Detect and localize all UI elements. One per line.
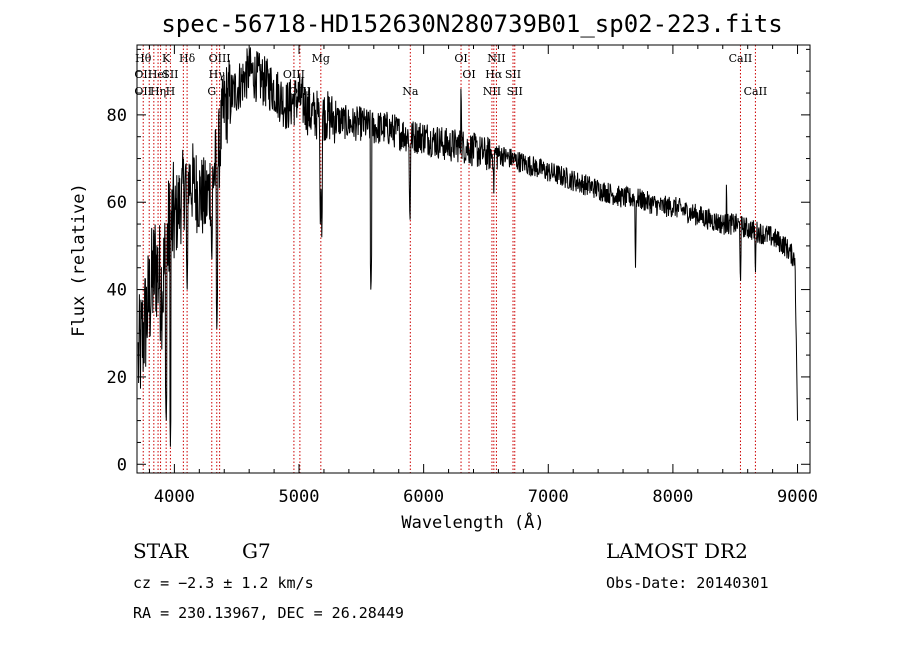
x-axis-ticks: 4000 5000 6000 7000 8000 9000 (148, 45, 818, 507)
y-axis-ticks: 0 20 40 60 80 (107, 48, 810, 475)
chart-title: spec-56718-HD152630N280739B01_sp02-223.f… (161, 10, 782, 38)
spectral-line-label: HeI (148, 68, 168, 81)
y-tick-label: 80 (107, 106, 127, 126)
spectral-line-label: OI (454, 52, 467, 65)
spectral-line-label: H (166, 85, 176, 98)
x-tick-label: 4000 (154, 487, 195, 507)
y-tick-label: 60 (107, 193, 127, 213)
spectral-line-label: G (207, 85, 216, 98)
spectral-line-label: Mg (312, 52, 330, 65)
spectral-line-label: Na (402, 85, 419, 98)
y-axis-label: Flux (relative) (69, 183, 89, 337)
obs-date: Obs-Date: 20140301 (606, 574, 769, 592)
spectral-line-label: OII (134, 85, 152, 98)
spectral-line-label: SII (505, 68, 521, 81)
spectral-line-label: Hη (150, 85, 166, 98)
spectral-line-label: Hδ (179, 52, 196, 65)
spectral-line-label: NII (487, 52, 505, 65)
spectral-line-label: NII (483, 85, 501, 98)
spectral-line-label: CaII (744, 85, 768, 98)
object-class: STAR (133, 539, 189, 563)
spectral-line-label: K (162, 52, 171, 65)
spectral-line-label: Hθ (135, 52, 152, 65)
spectral-line-label: SII (507, 85, 523, 98)
spectral-line-label: Hα (485, 68, 503, 81)
y-tick-label: 40 (107, 281, 127, 301)
y-tick-label: 20 (107, 368, 127, 388)
object-subclass: G7 (242, 539, 271, 563)
spectral-line-label: OIII (209, 52, 231, 65)
x-axis-label: Wavelength (Å) (401, 511, 544, 533)
x-tick-label: 7000 (528, 487, 569, 507)
y-tick-label: 0 (117, 455, 127, 475)
x-tick-label: 5000 (279, 487, 320, 507)
x-tick-label: 6000 (403, 487, 444, 507)
survey-name: LAMOST DR2 (606, 539, 748, 563)
spectral-line-label: OIII (283, 68, 305, 81)
spectral-line-label: SII (162, 68, 178, 81)
spectral-line-markers (142, 45, 756, 473)
spectral-line-label: Hγ (209, 68, 226, 81)
spectrum-series-line (137, 47, 798, 447)
redshift-cz: cz = −2.3 ± 1.2 km/s (133, 574, 314, 592)
ra-dec: RA = 230.13967, DEC = 26.28449 (133, 604, 404, 622)
spectral-line-label: CaII (729, 52, 753, 65)
x-tick-label: 9000 (777, 487, 818, 507)
spectral-line-label: OI (462, 68, 475, 81)
x-tick-label: 8000 (652, 487, 693, 507)
spectral-line-labels: HθOIIOIIHeIHηKSIIHHδGHγOIIIOIIIOIIIMgNaO… (134, 52, 767, 98)
